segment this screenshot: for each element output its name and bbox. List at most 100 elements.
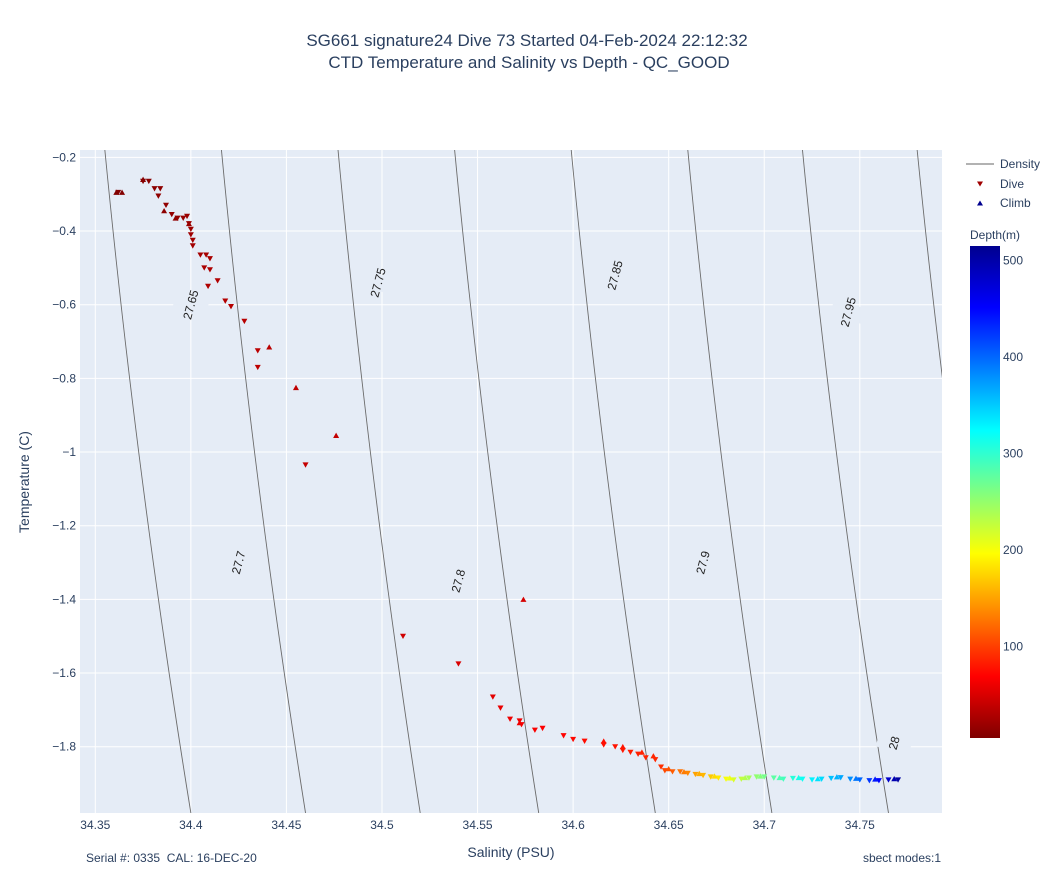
dive-point	[206, 267, 213, 273]
climb-point	[776, 774, 783, 781]
dive-point	[684, 770, 691, 777]
climb-point	[833, 774, 840, 780]
climb-point	[520, 596, 527, 602]
dive-point	[560, 733, 567, 739]
dive-point	[155, 193, 162, 199]
dive-point	[570, 736, 577, 743]
dive-point	[789, 775, 796, 782]
dive-point	[761, 774, 768, 780]
dive-point	[828, 775, 835, 782]
colorbar-title: Depth(m)	[970, 228, 1020, 242]
dive-point	[856, 777, 863, 783]
climb-point	[619, 743, 626, 750]
density-contour-line	[337, 150, 421, 813]
dive-point	[799, 776, 806, 782]
climb-point	[600, 738, 607, 744]
dive-point	[707, 774, 714, 780]
density-contour-line	[570, 150, 656, 813]
contour-label-bg	[172, 292, 210, 317]
dive-point	[163, 202, 170, 209]
dive-point	[818, 776, 825, 782]
dive-point	[241, 318, 248, 325]
density-contour-line	[916, 150, 942, 379]
climb-point	[665, 766, 672, 772]
y-tick-labels: −0.2 −0.4 −0.6 −0.8 −1 −1.2 −1.4 −1.6 −1.8	[52, 150, 76, 753]
dive-point	[885, 777, 892, 783]
dive-point	[619, 747, 626, 754]
climb-point	[726, 775, 733, 781]
contour-label-bg	[220, 550, 258, 575]
chart-title: SG661 signature24 Dive 73 Started 04-Feb…	[306, 31, 747, 50]
dive-point	[627, 749, 634, 756]
climb-point	[266, 344, 273, 350]
dive-point	[214, 278, 221, 284]
dive-point	[455, 661, 462, 667]
climb-point	[119, 189, 126, 195]
dive-point	[168, 211, 175, 218]
contour-label: 27.9	[693, 549, 713, 575]
dive-point	[723, 776, 730, 782]
dive-point	[847, 776, 854, 782]
dive-point	[600, 742, 607, 748]
climb-point	[185, 220, 192, 227]
x-tick-label: 34.75	[845, 818, 875, 832]
dive-point	[635, 751, 642, 757]
density-contour-line	[687, 150, 773, 813]
dive-point	[753, 774, 760, 780]
y-tick-label: −1	[62, 445, 76, 459]
colorbar-tick-label: 300	[1003, 446, 1023, 460]
colorbar-tick-label: 400	[1003, 350, 1023, 364]
x-tick-label: 34.35	[80, 818, 110, 832]
contour-label-bg	[684, 550, 722, 575]
climb-point	[516, 719, 523, 726]
contour-label-bg	[875, 730, 913, 756]
legend-dive-label[interactable]: Dive	[1000, 177, 1024, 191]
climb-point	[292, 384, 299, 391]
dive-point	[201, 265, 208, 271]
dive-point	[302, 462, 309, 468]
climb-point	[891, 775, 898, 782]
contour-label-bg	[439, 568, 477, 594]
density-contour-line	[104, 150, 192, 813]
colorbar-gradient	[970, 246, 1000, 738]
climb-point	[680, 768, 687, 775]
colorbar-tick-label: 200	[1003, 543, 1023, 557]
y-tick-label: −1.8	[52, 740, 76, 754]
dive-point	[254, 364, 261, 371]
contour-label-bg	[829, 299, 867, 325]
legend-density-label[interactable]: Density	[1000, 157, 1040, 171]
legend-climb-swatch	[977, 200, 983, 206]
serial-cal-note: Serial #: 0335 CAL: 16-DEC-20	[86, 851, 257, 865]
y-tick-label: −1.2	[52, 519, 76, 533]
dive-point	[197, 252, 204, 258]
dive-point	[661, 768, 668, 774]
dive-point	[187, 226, 194, 232]
dive-point	[652, 757, 659, 763]
y-tick-label: −1.4	[52, 592, 76, 606]
dive-point	[254, 348, 261, 354]
dive-point	[837, 775, 844, 781]
climb-point	[161, 207, 168, 214]
colorbar-tick-label: 100	[1003, 639, 1023, 653]
chart-subtitle: CTD Temperature and Salinity vs Depth - …	[328, 53, 729, 72]
dive-point	[222, 298, 229, 304]
dive-point	[895, 777, 902, 783]
dive-point	[189, 237, 196, 244]
dive-point	[770, 775, 777, 781]
dive-point	[227, 304, 234, 310]
dive-point	[507, 716, 514, 722]
legend-climb-label[interactable]: Climb	[1000, 196, 1031, 210]
dive-point	[489, 694, 496, 700]
dive-point	[205, 283, 212, 290]
x-tick-label: 34.55	[463, 818, 493, 832]
y-tick-label: −0.4	[52, 224, 76, 238]
dive-point	[642, 755, 649, 761]
dive-point	[809, 777, 816, 783]
dive-point	[497, 705, 504, 711]
dive-point	[206, 256, 213, 262]
sbect-modes-note: sbect modes:1	[863, 851, 941, 865]
dive-point	[531, 727, 538, 733]
x-tick-label: 34.5	[370, 818, 394, 832]
